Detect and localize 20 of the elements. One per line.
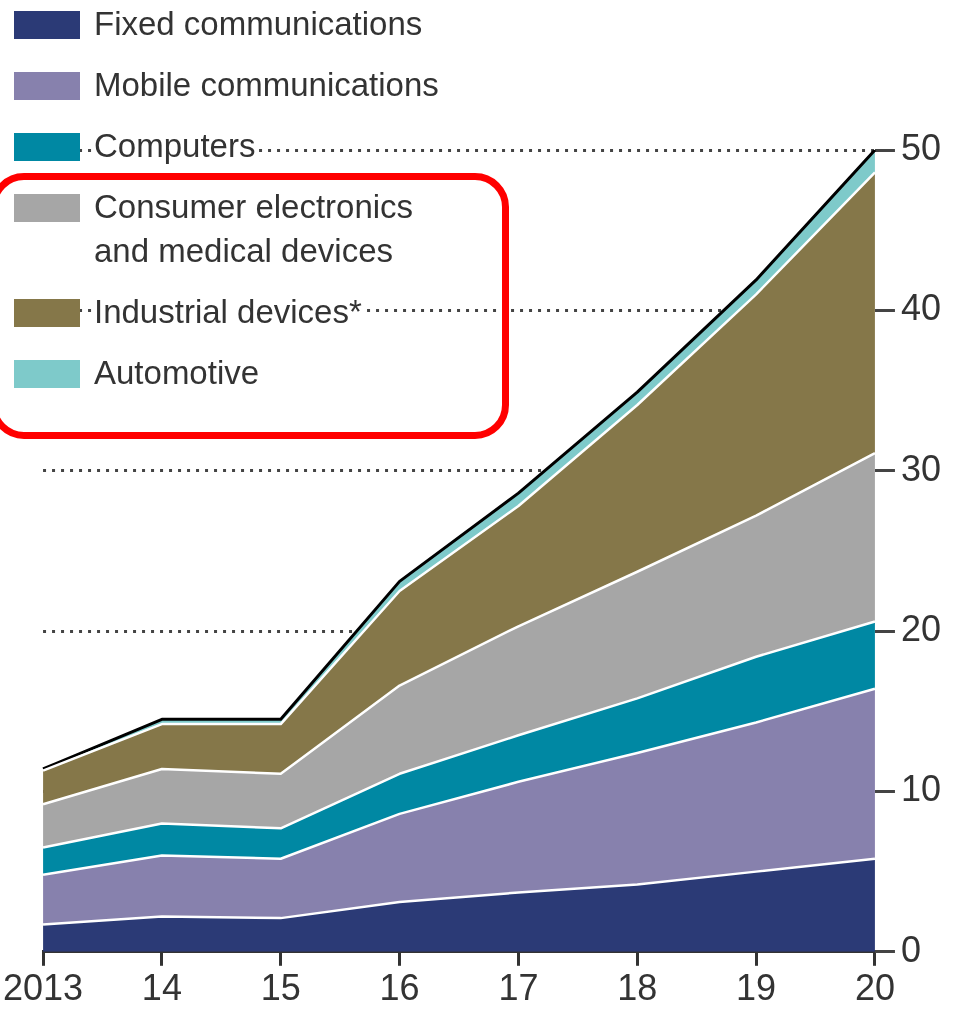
y-tick-label: 50: [900, 126, 941, 168]
x-tick-label: 15: [260, 967, 301, 1009]
y-tick-label: 10: [900, 768, 941, 810]
x-tick-label: 20: [854, 967, 895, 1009]
x-tick-label: 16: [379, 967, 420, 1009]
x-tick-label: 14: [141, 967, 182, 1009]
legend-label: Automotive: [94, 351, 260, 395]
legend-label: Consumer electronics and medical devices: [94, 185, 469, 273]
y-tick-label: 40: [900, 287, 941, 329]
y-tick-label: 20: [900, 608, 941, 649]
y-tick-label: 0: [900, 928, 921, 970]
legend-label: Fixed communications: [94, 2, 423, 46]
x-tick-label: 18: [617, 967, 658, 1009]
legend-label: Mobile communications: [94, 63, 439, 107]
legend-label: Industrial devices*: [94, 290, 362, 334]
x-tick-label: 2013: [3, 967, 84, 1009]
x-tick-label: 19: [736, 967, 777, 1009]
legend-label: Computers: [94, 124, 256, 168]
y-tick-label: 30: [900, 447, 941, 489]
x-tick-label: 17: [498, 967, 539, 1009]
